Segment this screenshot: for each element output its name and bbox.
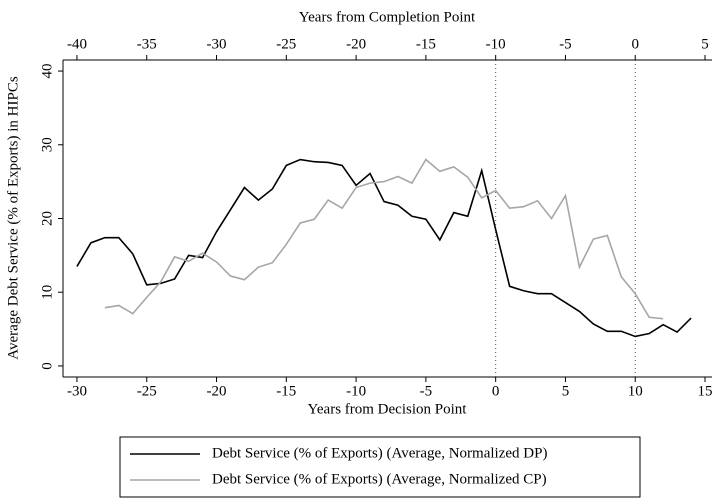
x-tick-label: 5: [562, 383, 570, 399]
x2-tick-label: -5: [559, 36, 572, 52]
legend-label: Debt Service (% of Exports) (Average, No…: [212, 471, 547, 487]
y-tick-label: 20: [39, 211, 55, 226]
x2-tick-label: 5: [701, 36, 709, 52]
x2-tick-label: -25: [276, 36, 296, 52]
y-tick-label: 10: [39, 285, 55, 300]
x2-axis-title: Years from Completion Point: [299, 9, 476, 25]
x2-tick-label: 0: [631, 36, 639, 52]
x-tick-label: 0: [492, 383, 500, 399]
data-line: [104, 158, 664, 320]
x2-tick-label: -35: [137, 36, 157, 52]
data-line: [76, 158, 692, 338]
y-tick-label: 30: [39, 137, 55, 152]
x-tick-label: -10: [346, 383, 366, 399]
x-axis-title: Years from Decision Point: [308, 401, 468, 417]
x-tick-label: -15: [276, 383, 296, 399]
legend: [119, 436, 641, 498]
x2-tick-label: -15: [416, 36, 436, 52]
x-tick-label: -25: [137, 383, 157, 399]
x-tick-label: 15: [698, 383, 712, 399]
x-tick-label: -5: [420, 383, 433, 399]
x-tick-label: 10: [628, 383, 643, 399]
y-tick-label: 40: [39, 64, 55, 79]
x2-tick-label: -20: [346, 36, 366, 52]
y-tick-label: 0: [39, 362, 55, 370]
x2-tick-label: -40: [67, 36, 87, 52]
x-tick-label: -30: [67, 383, 87, 399]
legend-label: Debt Service (% of Exports) (Average, No…: [212, 445, 547, 461]
x-tick-label: -20: [207, 383, 227, 399]
x2-tick-label: -10: [486, 36, 506, 52]
y-axis-title: Average Debt Service (% of Exports) in H…: [5, 76, 21, 360]
x2-tick-label: -30: [207, 36, 227, 52]
